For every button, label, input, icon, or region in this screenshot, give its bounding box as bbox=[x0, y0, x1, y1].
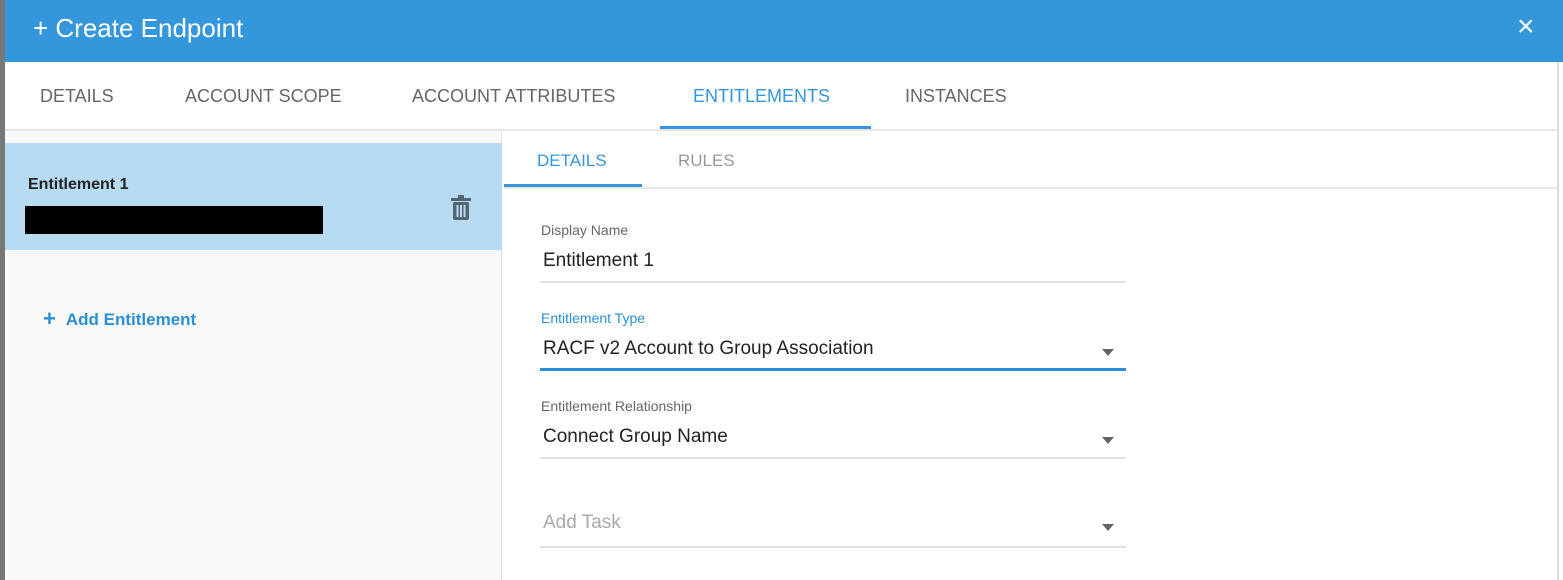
dialog-header: + Create Endpoint × bbox=[5, 0, 1563, 62]
chevron-down-icon[interactable] bbox=[1102, 524, 1114, 531]
entitlement-name: Entitlement 1 bbox=[28, 176, 129, 193]
sub-tabs: DETAILS RULES bbox=[503, 131, 1557, 189]
add-entitlement-button[interactable]: + Add Entitlement bbox=[43, 306, 196, 332]
entitlement-relationship-label: Entitlement Relationship bbox=[541, 398, 692, 414]
plus-icon: + bbox=[43, 306, 56, 331]
add-entitlement-label: Add Entitlement bbox=[65, 310, 197, 329]
entitlement-type-label: Entitlement Type bbox=[541, 310, 646, 326]
active-subtab-indicator bbox=[504, 184, 642, 187]
entitlement-list: Entitlement 1 + Add Entitlement bbox=[5, 131, 502, 580]
add-task-select[interactable]: Add Task bbox=[540, 502, 1126, 548]
trash-icon[interactable] bbox=[451, 195, 471, 221]
tab-entitlements[interactable]: ENTITLEMENTS bbox=[693, 86, 831, 106]
field-underline bbox=[540, 457, 1126, 459]
dialog-title: + Create Endpoint bbox=[33, 13, 244, 43]
main-tabs: DETAILS ACCOUNT SCOPE ACCOUNT ATTRIBUTES… bbox=[5, 62, 1558, 131]
subtab-rules[interactable]: RULES bbox=[678, 151, 735, 170]
entitlement-relationship-select[interactable]: Entitlement Relationship Connect Group N… bbox=[540, 398, 1126, 460]
close-icon[interactable]: × bbox=[1517, 10, 1535, 43]
field-underline bbox=[540, 368, 1126, 371]
entitlement-relationship-value[interactable]: Connect Group Name bbox=[543, 426, 728, 447]
field-underline bbox=[540, 546, 1126, 548]
chevron-down-icon[interactable] bbox=[1102, 349, 1114, 356]
tab-account-scope[interactable]: ACCOUNT SCOPE bbox=[185, 86, 342, 106]
tab-instances[interactable]: INSTANCES bbox=[905, 86, 1007, 106]
display-name-input[interactable]: Entitlement 1 bbox=[543, 250, 654, 271]
tab-account-attributes[interactable]: ACCOUNT ATTRIBUTES bbox=[412, 86, 616, 106]
entitlement-type-select[interactable]: Entitlement Type RACF v2 Account to Grou… bbox=[540, 310, 1126, 372]
redacted-text bbox=[25, 206, 323, 234]
tab-details[interactable]: DETAILS bbox=[40, 86, 114, 106]
add-task-placeholder[interactable]: Add Task bbox=[543, 512, 621, 533]
chevron-down-icon[interactable] bbox=[1102, 437, 1114, 444]
subtab-details[interactable]: DETAILS bbox=[537, 151, 607, 170]
dialog-border bbox=[1557, 62, 1559, 580]
entitlement-type-value[interactable]: RACF v2 Account to Group Association bbox=[543, 338, 874, 359]
window-edge bbox=[0, 0, 5, 580]
display-name-field[interactable]: Display Name Entitlement 1 bbox=[540, 222, 1126, 284]
active-tab-indicator bbox=[660, 126, 871, 129]
entitlement-item[interactable]: Entitlement 1 bbox=[5, 143, 502, 250]
display-name-label: Display Name bbox=[541, 222, 629, 238]
field-underline bbox=[540, 281, 1126, 283]
